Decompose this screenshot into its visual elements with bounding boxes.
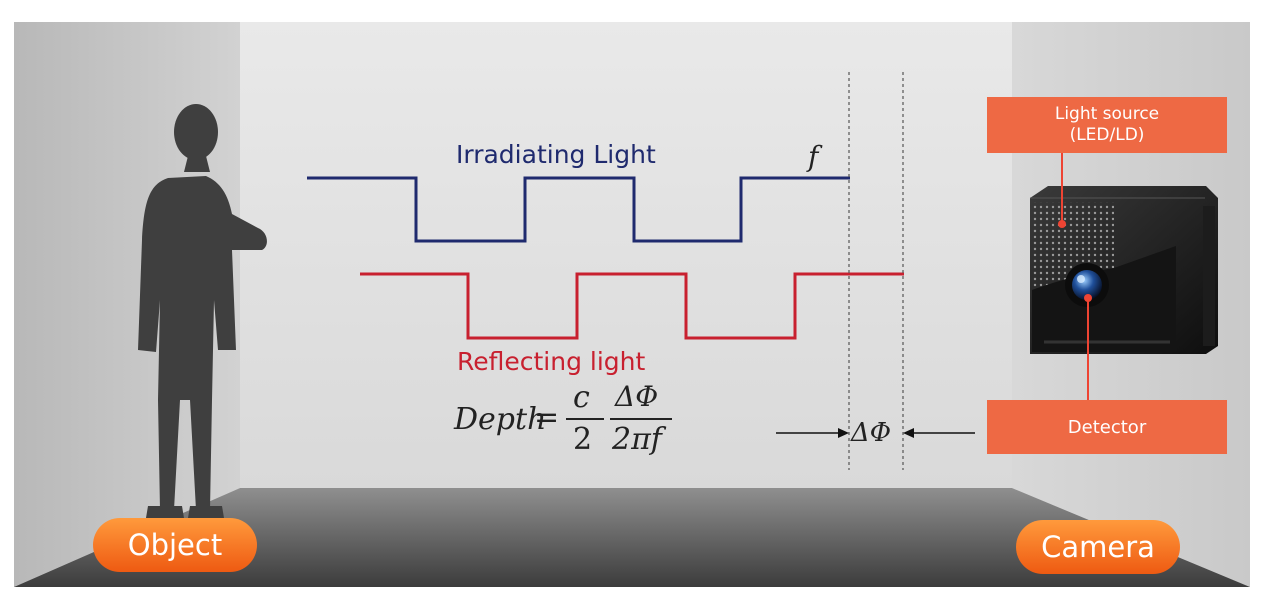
light-source-line1: Light source [1054,104,1160,124]
formula-c: c [573,380,590,415]
light-source-dot [1058,220,1066,228]
detector-dot [1084,294,1092,302]
tof-camera-device [1030,186,1218,354]
phase-arrows [776,428,975,438]
detector-callout: Detector [987,400,1227,454]
object-label: Object [127,528,223,562]
irradiating-light-label: Irradiating Light [456,140,656,169]
formula-equals: = [534,400,560,435]
irradiating-waveform [307,176,850,243]
camera-label: Camera [1041,530,1155,564]
person-silhouette [138,104,267,518]
light-source-callout: Light source (LED/LD) [987,97,1227,153]
light-source-line2: (LED/LD) [1069,125,1145,145]
formula-delta-phi: ΔΦ [615,380,659,413]
floor [14,488,1250,587]
formula-2-pi-f: 2πf [612,422,662,457]
object-pill-bg [93,518,257,572]
reflecting-waveform [360,272,904,340]
camera-pill-bg [1016,520,1180,574]
formula-2: 2 [573,422,593,457]
left-wall [14,22,240,587]
frequency-symbol: f [808,140,819,173]
back-wall [240,22,1012,488]
phase-delta-symbol: ΔΦ [851,418,892,448]
reflecting-light-label: Reflecting light [457,347,646,376]
formula-lhs: Depth [454,402,547,437]
